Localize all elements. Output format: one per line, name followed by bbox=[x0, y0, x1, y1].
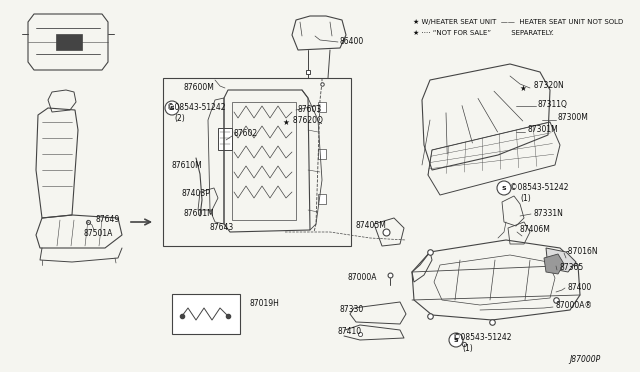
Bar bbox=[172, 294, 240, 334]
Text: 87610M: 87610M bbox=[172, 160, 203, 170]
Text: ★ ···· “NOT FOR SALE”         SEPARATELY.: ★ ···· “NOT FOR SALE” SEPARATELY. bbox=[413, 30, 554, 36]
Text: (2): (2) bbox=[174, 113, 185, 122]
Circle shape bbox=[497, 181, 511, 195]
Text: 87501A: 87501A bbox=[84, 228, 113, 237]
Text: 87331N: 87331N bbox=[533, 208, 563, 218]
Polygon shape bbox=[546, 248, 576, 272]
Bar bbox=[56, 34, 82, 50]
Text: 87649: 87649 bbox=[96, 215, 120, 224]
Text: 87000A: 87000A bbox=[348, 273, 378, 282]
Text: 86400: 86400 bbox=[340, 38, 364, 46]
Text: ★ W/HEATER SEAT UNIT  ——  HEATER SEAT UNIT NOT SOLD: ★ W/HEATER SEAT UNIT —— HEATER SEAT UNIT… bbox=[413, 19, 623, 25]
Circle shape bbox=[165, 101, 179, 115]
Text: 87320N: 87320N bbox=[532, 81, 564, 90]
Text: 87400: 87400 bbox=[567, 282, 591, 292]
Text: S: S bbox=[454, 337, 458, 343]
Text: 87602: 87602 bbox=[233, 128, 257, 138]
Bar bbox=[163, 78, 351, 246]
Text: 87601M: 87601M bbox=[183, 208, 214, 218]
Text: 87405M: 87405M bbox=[355, 221, 386, 231]
Text: 87300M: 87300M bbox=[558, 113, 589, 122]
Bar bbox=[218, 128, 232, 150]
Text: 87410: 87410 bbox=[337, 327, 361, 337]
Text: 87311Q: 87311Q bbox=[538, 99, 568, 109]
Bar bbox=[318, 194, 326, 204]
Text: ©08543-51242: ©08543-51242 bbox=[453, 334, 511, 343]
Text: ©08543-51242: ©08543-51242 bbox=[510, 183, 568, 192]
Circle shape bbox=[449, 333, 463, 347]
Text: 87643: 87643 bbox=[210, 222, 234, 231]
Bar bbox=[318, 102, 326, 112]
Text: (1): (1) bbox=[462, 343, 473, 353]
Text: 87406M: 87406M bbox=[519, 224, 550, 234]
Text: 87403P: 87403P bbox=[181, 189, 210, 198]
Text: J87000P: J87000P bbox=[569, 356, 600, 365]
Text: S: S bbox=[502, 186, 506, 190]
Text: 87301M: 87301M bbox=[527, 125, 557, 135]
Text: 87000A®: 87000A® bbox=[555, 301, 592, 310]
Text: ©08543-51242: ©08543-51242 bbox=[167, 103, 225, 112]
Text: -87016N: -87016N bbox=[566, 247, 598, 257]
Text: 87603: 87603 bbox=[298, 106, 323, 115]
Text: 87330: 87330 bbox=[340, 305, 364, 314]
Text: 87620Q: 87620Q bbox=[291, 115, 323, 125]
Bar bbox=[232, 102, 296, 220]
Text: ★: ★ bbox=[519, 83, 526, 93]
Text: S: S bbox=[170, 106, 174, 110]
Text: 87019H: 87019H bbox=[250, 299, 280, 308]
Polygon shape bbox=[544, 254, 564, 274]
Text: ★: ★ bbox=[282, 118, 289, 126]
Text: (1): (1) bbox=[520, 193, 531, 202]
Text: 87365: 87365 bbox=[559, 263, 583, 272]
Text: 87600M: 87600M bbox=[183, 83, 214, 93]
Bar bbox=[318, 149, 326, 159]
